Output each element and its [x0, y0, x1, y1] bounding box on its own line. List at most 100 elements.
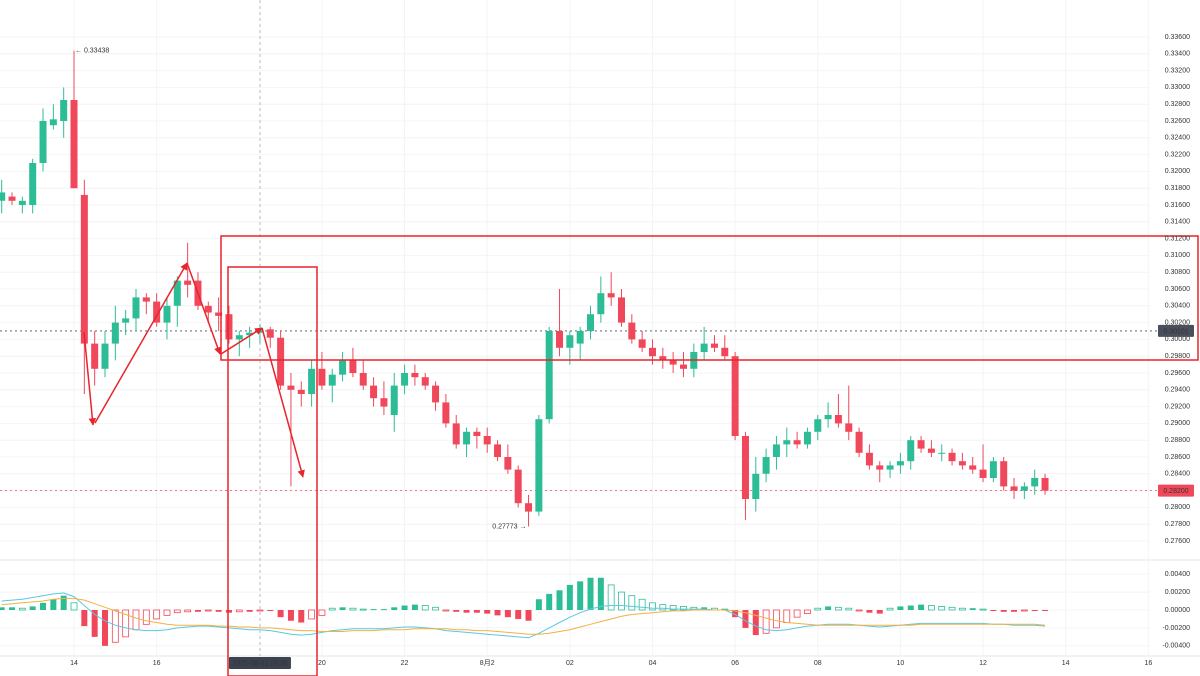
candle-body — [824, 415, 832, 420]
macd-bar — [287, 610, 294, 621]
macd-bar — [1011, 610, 1018, 612]
grid — [0, 0, 1200, 657]
macd-bar — [463, 610, 470, 613]
macd-bar — [102, 610, 108, 646]
macd-bar — [587, 577, 594, 610]
candle-body — [907, 440, 915, 462]
price-tag-label: 0.28200 — [1163, 488, 1188, 495]
macd-bar — [122, 609, 130, 638]
x-tick-label: 12 — [979, 660, 987, 667]
macd-bar — [607, 584, 615, 611]
y-tick-label: 0.29800 — [1165, 353, 1190, 360]
y-tick-label: 0.32000 — [1165, 168, 1190, 175]
macd-bar — [494, 610, 501, 616]
macd-bar — [990, 610, 997, 611]
candle-body — [814, 419, 822, 432]
macd-bar — [958, 607, 966, 611]
macd-bar — [762, 609, 770, 634]
y-tick-label: 0.31200 — [1165, 235, 1190, 242]
candle-body — [483, 436, 491, 445]
macd-bar — [1020, 609, 1028, 612]
x-tick-label: 02 — [566, 660, 574, 667]
macd-bar — [132, 609, 140, 631]
macd-line — [1, 592, 1046, 639]
candle-body — [29, 163, 37, 205]
macd-bar — [204, 609, 212, 612]
macd-bar — [308, 609, 316, 620]
macd-bar — [267, 610, 274, 611]
y-tick-label: -0.00400 — [1162, 643, 1190, 650]
candle-body — [111, 322, 119, 344]
y-tick-label: 0.00400 — [1165, 571, 1190, 578]
macd-bar — [732, 610, 739, 618]
candle-body — [710, 343, 718, 348]
candle-body — [401, 373, 409, 386]
macd-bar — [773, 609, 780, 629]
y-tick-label: 0.29200 — [1165, 403, 1190, 410]
macd-bar — [380, 609, 387, 611]
candle-body — [442, 402, 450, 424]
candle-body — [876, 465, 884, 470]
candle-body — [101, 343, 109, 369]
y-tick-label: 0.30600 — [1165, 286, 1190, 293]
candle-body — [772, 444, 780, 457]
x-tick-label: 20 — [318, 660, 326, 667]
macd-bar — [1031, 610, 1038, 611]
macd-bar — [163, 609, 171, 616]
macd-bar — [979, 608, 987, 611]
candle-body — [349, 360, 357, 373]
candle-body — [845, 423, 853, 432]
candle-body — [803, 431, 811, 445]
candle-body — [80, 194, 88, 344]
y-tick-label: 0.29600 — [1165, 370, 1190, 377]
y-tick-label: 0.30800 — [1165, 269, 1190, 276]
candle-body — [556, 331, 564, 348]
y-tick-label: 0.30200 — [1165, 319, 1190, 326]
candle-body — [339, 360, 347, 375]
y-tick-label: 0.29000 — [1165, 420, 1190, 427]
macd-bar — [473, 610, 480, 613]
annotation: ← 0.33438 — [75, 47, 109, 54]
macd-bar — [246, 610, 253, 612]
candle-body — [39, 121, 47, 163]
y-tick-label: 0.00200 — [1165, 589, 1190, 596]
macd-bar — [401, 605, 408, 610]
drawn-arrow — [186, 262, 222, 355]
macd-bar — [649, 602, 656, 611]
drawn-rectangle — [227, 266, 318, 676]
marks — [0, 50, 1049, 646]
y-tick-label: 0.32200 — [1165, 151, 1190, 158]
candle-body — [1010, 486, 1018, 491]
y-tick-label: 0.30400 — [1165, 303, 1190, 310]
price-tag — [1158, 324, 1194, 337]
candle-body — [865, 452, 873, 466]
y-tick-label: 0.32800 — [1165, 101, 1190, 108]
macd-bar — [618, 591, 625, 611]
macd-bar — [18, 607, 26, 611]
candle-body — [122, 318, 130, 323]
macd-bar — [948, 606, 956, 611]
candle-body — [700, 343, 708, 352]
macd-bar — [91, 610, 98, 637]
macd-bar — [752, 610, 759, 636]
candle-body — [886, 465, 894, 470]
macd-bar — [918, 604, 925, 610]
x-tick-label: 16 — [153, 660, 161, 667]
candle-body — [948, 452, 956, 462]
candle-body — [679, 364, 687, 369]
candle-body — [163, 305, 171, 323]
candle-body — [834, 415, 842, 424]
macd-bar — [845, 607, 853, 611]
price-tag-label: 0.30101 — [1163, 328, 1188, 335]
candle-body — [153, 301, 161, 323]
candle-body — [969, 465, 977, 470]
drawn-arrow — [220, 327, 263, 355]
macd-bar — [215, 610, 222, 612]
candle-body — [896, 461, 904, 466]
drawn-arrow — [261, 327, 305, 478]
candle-body — [638, 339, 646, 348]
x-tick-label: 10 — [897, 660, 905, 667]
macd-bar — [556, 590, 563, 610]
candle-body — [204, 305, 212, 313]
candle-body — [514, 469, 522, 504]
